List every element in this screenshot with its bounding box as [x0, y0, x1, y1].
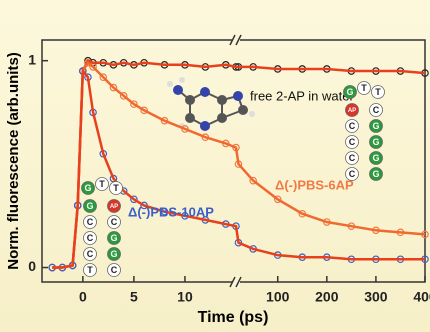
nucleotide	[345, 119, 359, 133]
nucleotide-label: C	[373, 105, 380, 115]
x-tick-label: 400	[413, 289, 430, 305]
nucleotide-label: T	[361, 83, 367, 93]
nucleotide	[369, 119, 383, 133]
fit-line	[52, 67, 425, 269]
nucleotide-label: C	[349, 153, 356, 163]
nucleotide-label: C	[87, 249, 94, 259]
y-tick-label: 1	[28, 51, 36, 67]
data-point	[130, 195, 138, 204]
nucleotide	[107, 263, 121, 277]
nucleotide-label: T	[99, 179, 105, 189]
nucleotide-label: C	[87, 217, 94, 227]
data-point	[249, 176, 257, 185]
nucleotide-label: G	[372, 137, 379, 147]
x-tick-label: 10	[177, 289, 193, 305]
axis-break	[229, 34, 242, 288]
nucleotide	[107, 247, 121, 261]
y-tick-label: 0	[28, 258, 36, 274]
nucleotide	[369, 151, 383, 165]
nucleotide-label: G	[84, 183, 91, 193]
nucleotide	[95, 177, 109, 191]
x-tick-label: 100	[266, 289, 290, 305]
nucleotide	[107, 215, 121, 229]
data-point	[119, 92, 128, 100]
nucleotide	[345, 103, 359, 117]
nucleotide	[107, 199, 121, 213]
data-point	[99, 73, 108, 82]
nucleotide	[345, 135, 359, 149]
x-tick-label: 0	[79, 289, 87, 305]
x-tick-label: 200	[315, 289, 339, 305]
nucleotide	[81, 181, 95, 195]
nucleotide-label: T	[87, 265, 93, 275]
x-axis-label: Time (ps)	[198, 309, 269, 326]
nucleotide-label: G	[372, 169, 379, 179]
series-label: Δ(-)PBS-10AP	[128, 204, 214, 219]
nucleotide-label: G	[110, 249, 117, 259]
nucleotide-label: G	[86, 201, 93, 211]
series-label: Δ(-)PBS-6AP	[275, 177, 354, 192]
nucleotide	[371, 85, 385, 99]
nucleotide	[343, 85, 357, 99]
nucleotide	[83, 247, 97, 261]
nucleotide-label: C	[111, 265, 118, 275]
fit-line	[52, 60, 426, 269]
x-tick-label: 5	[130, 289, 138, 305]
nucleotide	[357, 81, 371, 95]
nucleotide	[369, 167, 383, 181]
nucleotide-label: AP	[348, 108, 356, 114]
nucleotide	[345, 151, 359, 165]
data-point	[273, 195, 282, 204]
nucleotide	[83, 215, 97, 229]
data-point	[140, 106, 148, 115]
data-point	[109, 83, 118, 92]
nucleotide-label: G	[372, 153, 379, 163]
nucleotide-label: C	[349, 121, 356, 131]
nucleotide-label: G	[346, 87, 353, 97]
nucleotide-label: T	[113, 183, 119, 193]
nucleotide	[107, 231, 121, 245]
nucleotide-label: AP	[110, 204, 118, 210]
nucleotide	[345, 167, 359, 181]
nucleotide-label: C	[349, 169, 356, 179]
nucleotide-label: G	[110, 233, 117, 243]
data-point	[130, 100, 138, 108]
nucleotide-label: C	[87, 233, 94, 243]
nucleotide	[109, 181, 123, 195]
nucleotide	[83, 231, 97, 245]
nucleotide	[83, 263, 97, 277]
nucleotide	[369, 135, 383, 149]
x-tick-label: 300	[364, 289, 388, 305]
y-axis-label: Norm. fluorescence (arb.units)	[5, 52, 22, 270]
nucleotide-label: C	[111, 217, 118, 227]
nucleotide	[83, 199, 97, 213]
nucleotide-label: T	[375, 87, 381, 97]
series-label: free 2-AP in water	[250, 88, 354, 103]
nucleotide-label: C	[349, 137, 356, 147]
nucleotide-label: G	[372, 121, 379, 131]
nucleotide	[369, 103, 383, 117]
